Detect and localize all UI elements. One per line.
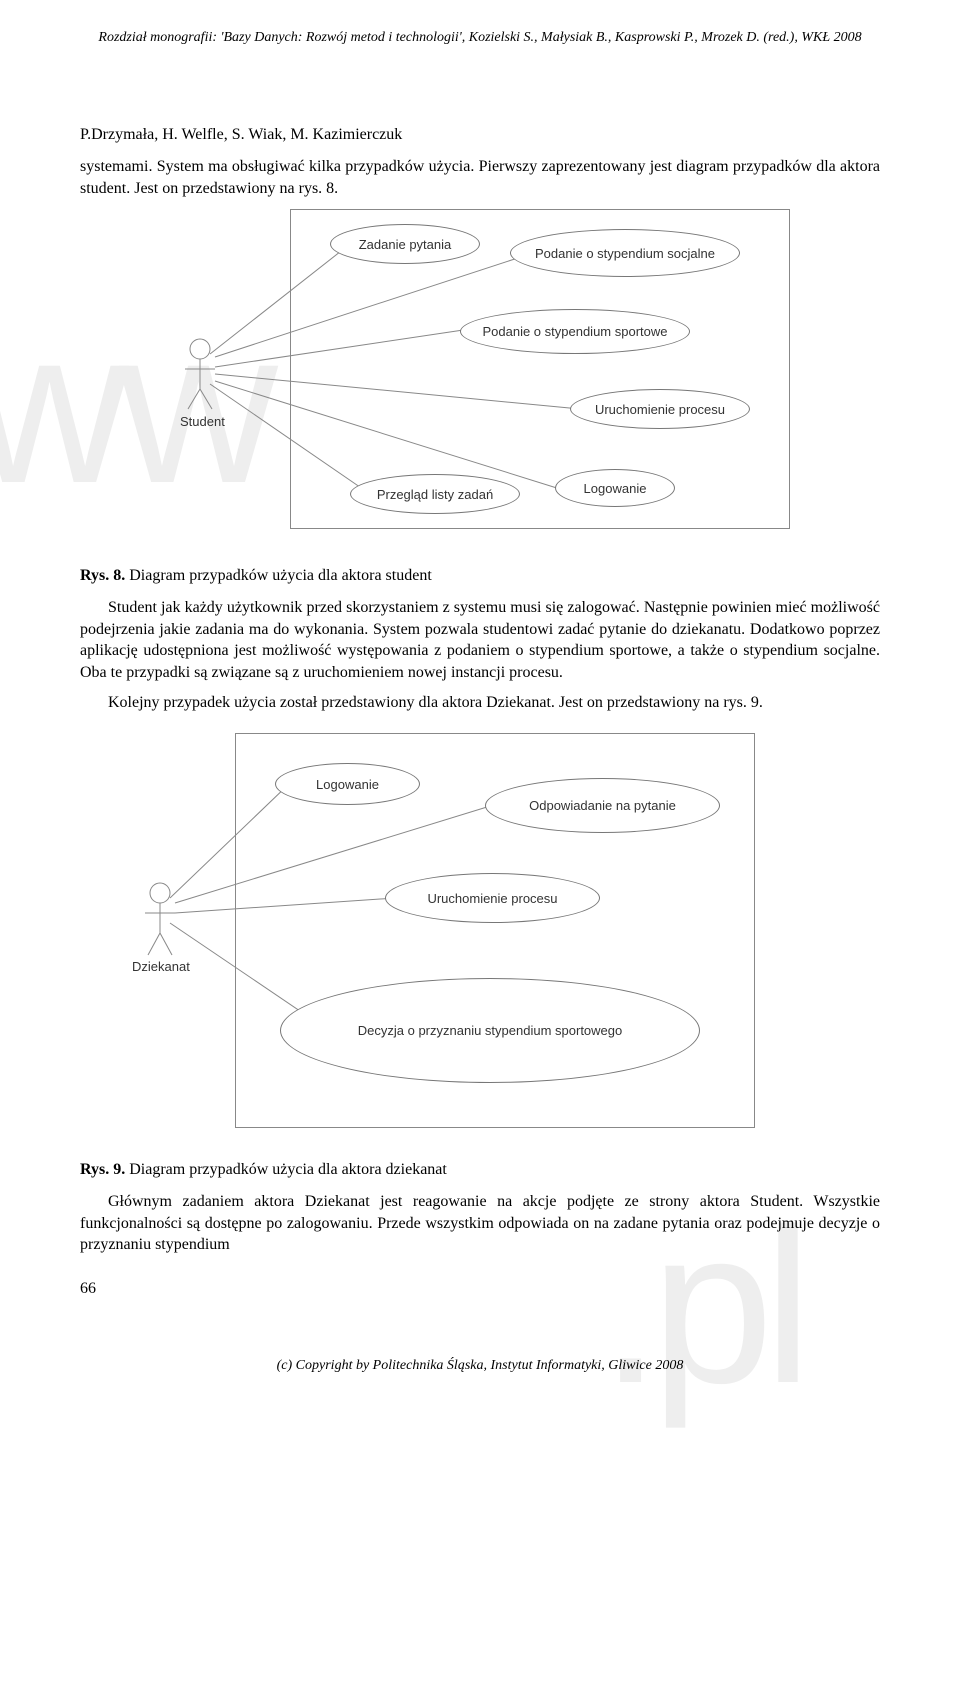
- usecase-stypendium-sportowe: Podanie o stypendium sportowe: [460, 309, 690, 354]
- usecase-logowanie-2: Logowanie: [275, 763, 420, 805]
- footer-copyright: (c) Copyright by Politechnika Śląska, In…: [80, 1358, 880, 1374]
- usecase-zadanie-pytania: Zadanie pytania: [330, 224, 480, 264]
- usecase-uruchomienie-procesu: Uruchomienie procesu: [570, 389, 750, 429]
- use-case-diagram-student: Zadanie pytania Podanie o stypendium soc…: [160, 209, 800, 549]
- usecase-decyzja: Decyzja o przyznaniu stypendium sportowe…: [280, 978, 700, 1083]
- caption-bold: Rys. 8.: [80, 567, 125, 584]
- usecase-stypendium-socjalne: Podanie o stypendium socjalne: [510, 229, 740, 277]
- caption-bold-2: Rys. 9.: [80, 1161, 125, 1178]
- figure-8-caption: Rys. 8. Diagram przypadków użycia dla ak…: [80, 567, 880, 585]
- usecase-logowanie: Logowanie: [555, 469, 675, 507]
- authors-line: P.Drzymała, H. Welfle, S. Wiak, M. Kazim…: [80, 126, 880, 144]
- caption-text: Diagram przypadków użycia dla aktora stu…: [125, 567, 432, 584]
- use-case-diagram-dziekanat: Logowanie Odpowiadanie na pytanie Urucho…: [120, 723, 760, 1143]
- usecase-uruchomienie-2: Uruchomienie procesu: [385, 873, 600, 923]
- paragraph-3: Kolejny przypadek użycia został przedsta…: [80, 692, 880, 714]
- usecase-przeglad-listy: Przegląd listy zadań: [350, 474, 520, 514]
- caption-text-2: Diagram przypadków użycia dla aktora dzi…: [125, 1161, 447, 1178]
- paragraph-1: systemami. System ma obsługiwać kilka pr…: [80, 156, 880, 199]
- paragraph-4: Głównym zadaniem aktora Dziekanat jest r…: [80, 1191, 880, 1256]
- page-number: 66: [80, 1280, 880, 1298]
- paragraph-2: Student jak każdy użytkownik przed skorz…: [80, 597, 880, 683]
- actor-label-dziekanat: Dziekanat: [132, 959, 190, 974]
- actor-label-student: Student: [180, 414, 225, 429]
- usecase-odpowiadanie: Odpowiadanie na pytanie: [485, 778, 720, 833]
- header-citation: Rozdział monografii: 'Bazy Danych: Rozwó…: [80, 30, 880, 46]
- figure-9-caption: Rys. 9. Diagram przypadków użycia dla ak…: [80, 1161, 880, 1179]
